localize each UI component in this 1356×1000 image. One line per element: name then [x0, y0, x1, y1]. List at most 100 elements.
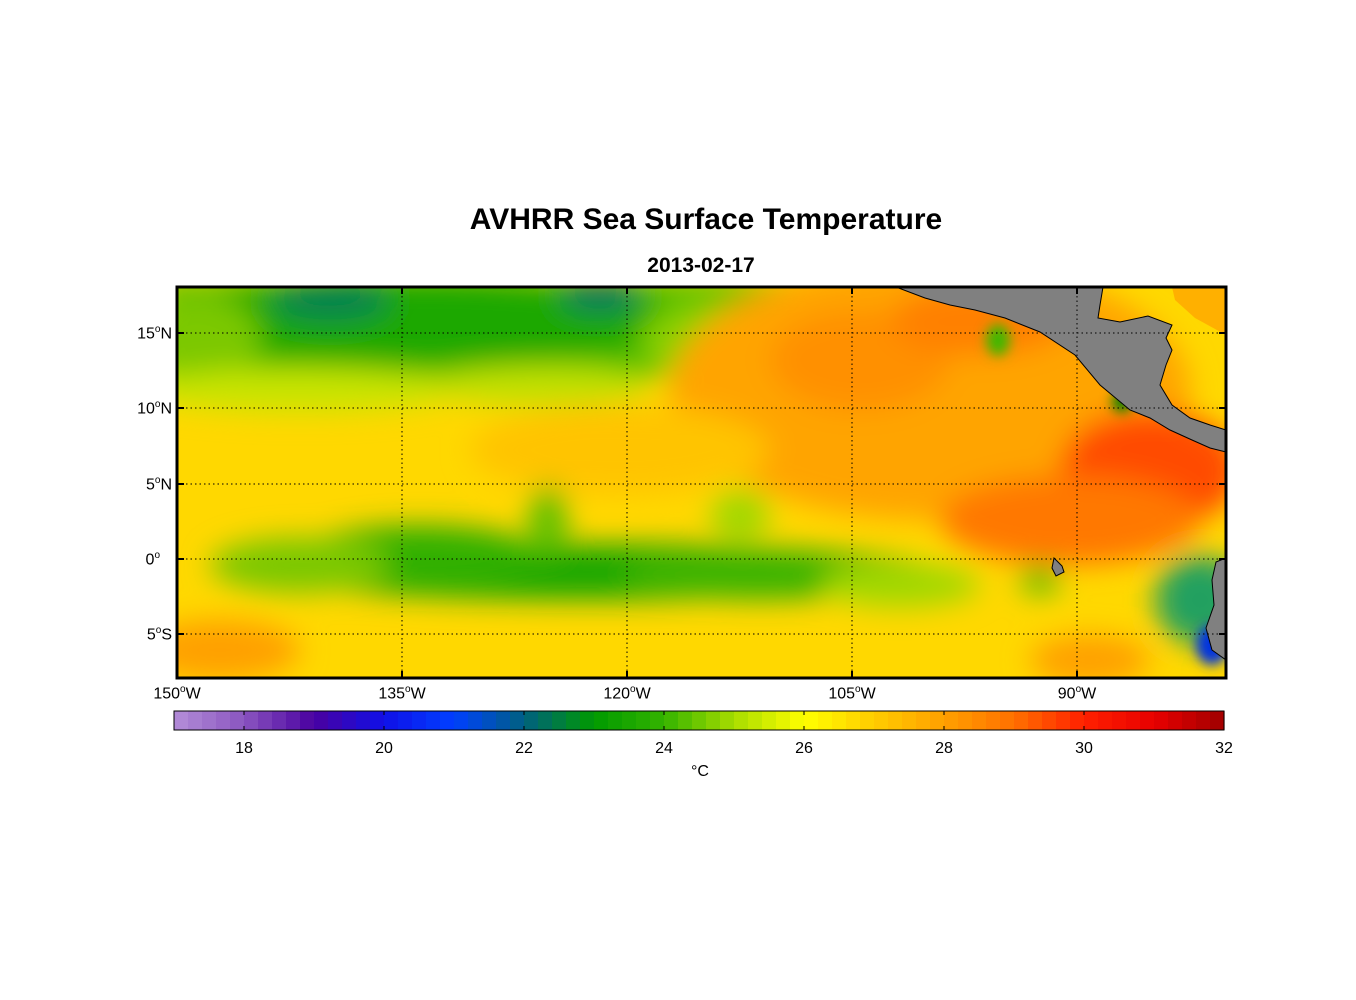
colorbar-cell [594, 711, 609, 730]
colorbar-tick-label: 20 [375, 740, 393, 757]
colorbar-cell [664, 711, 679, 730]
colorbar-cell [1182, 711, 1197, 730]
colorbar-cell [468, 711, 483, 730]
colorbar [174, 711, 1225, 730]
colorbar-cell [1084, 711, 1099, 730]
colorbar-cell [202, 711, 217, 730]
colorbar-cell [1168, 711, 1183, 730]
colorbar-cell [1112, 711, 1127, 730]
frame-ticks [177, 287, 1226, 678]
colorbar-cell [1098, 711, 1113, 730]
map-subtitle: 2013-02-17 [647, 254, 755, 277]
colorbar-cell [776, 711, 791, 730]
colorbar-cell [930, 711, 945, 730]
colorbar-cell [216, 711, 231, 730]
lat-label: 5oN [145, 475, 172, 494]
colorbar-cell [846, 711, 861, 730]
map-title: AVHRR Sea Surface Temperature [469, 203, 943, 236]
colorbar-cell [692, 711, 707, 730]
colorbar-cell [412, 711, 427, 730]
colorbar-cell [454, 711, 469, 730]
colorbar-cell [622, 711, 637, 730]
colorbar-cell [1056, 711, 1071, 730]
colorbar-cell [944, 711, 959, 730]
colorbar-cell [818, 711, 833, 730]
colorbar-tick-label: 18 [235, 740, 253, 757]
colorbar-cell [440, 711, 455, 730]
colorbar-cell [230, 711, 245, 730]
colorbar-tick-label: 22 [515, 740, 533, 757]
colorbar-tick-label: 28 [935, 740, 953, 757]
colorbar-cell [1014, 711, 1029, 730]
colorbar-cell [580, 711, 595, 730]
colorbar-cell [678, 711, 693, 730]
lon-label: 120oW [603, 684, 651, 703]
colorbar-cell [426, 711, 441, 730]
colorbar-cell [1028, 711, 1043, 730]
colorbar-cell [888, 711, 903, 730]
colorbar-cell [734, 711, 749, 730]
colorbar-cell [1126, 711, 1141, 730]
colorbar-cell [496, 711, 511, 730]
colorbar-cell [860, 711, 875, 730]
colorbar-cell [188, 711, 203, 730]
lon-label: 105oW [828, 684, 876, 703]
lon-label: 90oW [1057, 684, 1097, 703]
sst-field [177, 287, 1226, 678]
colorbar-cell [244, 711, 259, 730]
colorbar-cell [398, 711, 413, 730]
colorbar-tick-label: 30 [1075, 740, 1093, 757]
colorbar-cell [356, 711, 371, 730]
lat-label: 0o [145, 550, 160, 569]
colorbar-cell [524, 711, 539, 730]
colorbar-cell [916, 711, 931, 730]
colorbar-frame [173, 710, 1225, 731]
colorbar-cell [608, 711, 623, 730]
colorbar-cell [958, 711, 973, 730]
colorbar-cell [790, 711, 805, 730]
colorbar-cell [384, 711, 399, 730]
colorbar-cell [650, 711, 665, 730]
colorbar-cell [300, 711, 315, 730]
colorbar-cell [566, 711, 581, 730]
grid-lines [177, 287, 1226, 678]
colorbar-cell [482, 711, 497, 730]
colorbar-cell [510, 711, 525, 730]
colorbar-cell [174, 711, 189, 730]
colorbar-cell [538, 711, 553, 730]
colorbar-cell [874, 711, 889, 730]
lat-label: 15oN [137, 324, 172, 343]
colorbar-cell [272, 711, 287, 730]
colorbar-ticks [243, 711, 1225, 730]
lat-label: 10oN [137, 399, 172, 418]
colorbar-cell [762, 711, 777, 730]
colorbar-cell [370, 711, 385, 730]
colorbar-cell [832, 711, 847, 730]
colorbar-cell [286, 711, 301, 730]
colorbar-cell [748, 711, 763, 730]
colorbar-cell [972, 711, 987, 730]
colorbar-cell [720, 711, 735, 730]
lon-label: 150oW [153, 684, 201, 703]
lat-label: 5oS [146, 625, 172, 644]
colorbar-cell [986, 711, 1001, 730]
colorbar-cell [804, 711, 819, 730]
colorbar-tick-label: 26 [795, 740, 813, 757]
colorbar-cell [1070, 711, 1085, 730]
colorbar-cell [328, 711, 343, 730]
colorbar-tick-label: 24 [655, 740, 673, 757]
colorbar-cell [1154, 711, 1169, 730]
lon-label: 135oW [378, 684, 426, 703]
colorbar-cell [342, 711, 357, 730]
colorbar-cell [706, 711, 721, 730]
colorbar-cell [902, 711, 917, 730]
colorbar-cell [1042, 711, 1057, 730]
colorbar-cell [258, 711, 273, 730]
map-frame [175, 285, 1228, 680]
colorbar-cell [1196, 711, 1211, 730]
colorbar-cell [552, 711, 567, 730]
colorbar-cell [636, 711, 651, 730]
colorbar-tick-label: 32 [1215, 740, 1233, 757]
colorbar-cell [314, 711, 329, 730]
